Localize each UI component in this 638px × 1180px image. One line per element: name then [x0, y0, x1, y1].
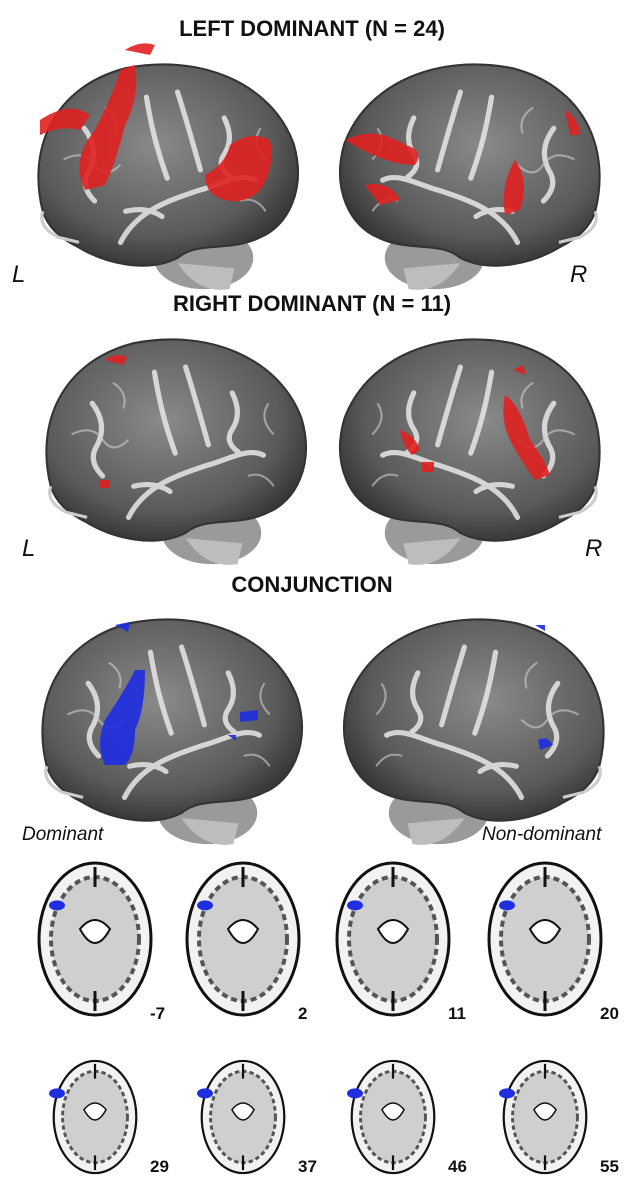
brain-slice [187, 863, 299, 1015]
slice-coordinate: 20 [600, 1004, 619, 1023]
activation-blob [49, 900, 65, 911]
brain-slice [39, 863, 151, 1015]
activation-blob [197, 1088, 213, 1099]
brain-slice [350, 1059, 436, 1175]
slice-coordinate: 11 [448, 1004, 466, 1023]
slice-coordinate: 37 [298, 1157, 317, 1176]
brain-slice [502, 1059, 588, 1175]
panel-title: RIGHT DOMINANT (N = 11) [173, 291, 451, 316]
slice-coordinate: 55 [600, 1157, 619, 1176]
panel-title: LEFT DOMINANT (N = 24) [179, 16, 445, 41]
slice-coordinate: 2 [298, 1004, 307, 1023]
hemisphere-label: L [22, 535, 35, 562]
brain-slice [489, 863, 601, 1015]
activation-blob [499, 900, 515, 911]
brain-slice [337, 863, 449, 1015]
axial-slices: -7 2 11 20 29 37 46 55 [39, 863, 619, 1176]
panel-title: CONJUNCTION [231, 572, 392, 597]
brain-render [38, 43, 599, 289]
hemisphere-label: L [12, 261, 25, 288]
brain-slice [51, 1059, 139, 1175]
activation-blob [49, 1088, 65, 1099]
hemisphere-label: Non-dominant [482, 824, 602, 845]
activation-blob [499, 1088, 515, 1099]
slice-coordinate: 29 [150, 1157, 169, 1176]
hemisphere-label: Dominant [22, 824, 104, 845]
brain-render [46, 339, 599, 564]
brain-render [42, 619, 603, 844]
activation-blob [347, 900, 363, 911]
hemisphere-label: R [585, 535, 602, 562]
slice-coordinate: 46 [448, 1157, 467, 1176]
brain-slice [199, 1059, 287, 1175]
hemisphere-label: R [570, 261, 587, 288]
slice-coordinate: -7 [150, 1004, 165, 1023]
activation-blob [347, 1088, 363, 1099]
activation-blob [197, 900, 213, 911]
